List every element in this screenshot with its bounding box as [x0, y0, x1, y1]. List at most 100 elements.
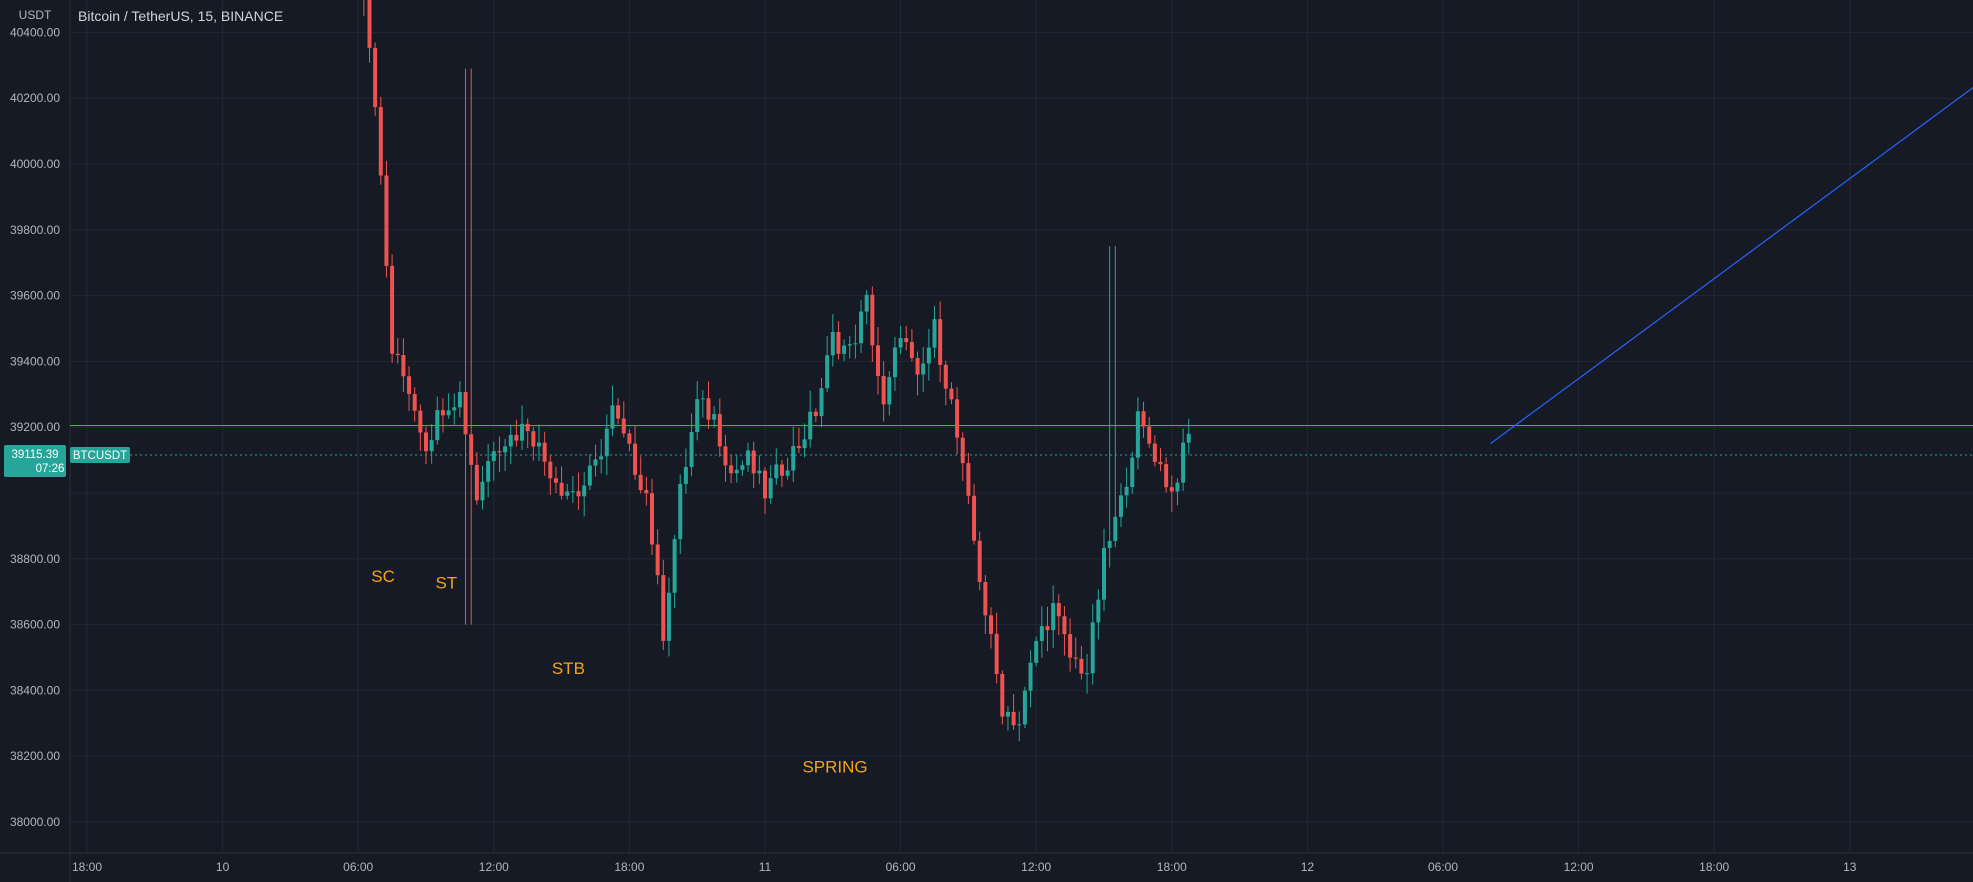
candle-body[interactable] — [683, 466, 688, 484]
candle-body[interactable] — [1158, 461, 1163, 465]
candle-body[interactable] — [418, 410, 423, 433]
candle-body[interactable] — [796, 445, 801, 449]
candle-body[interactable] — [378, 107, 383, 176]
candle-body[interactable] — [1073, 657, 1078, 659]
candle-body[interactable] — [808, 411, 813, 440]
candle-body[interactable] — [729, 465, 734, 474]
candle-body[interactable] — [548, 461, 553, 479]
candle-body[interactable] — [785, 470, 790, 476]
candle-body[interactable] — [1062, 616, 1067, 635]
candle-body[interactable] — [763, 470, 767, 499]
candle-body[interactable] — [599, 456, 604, 460]
candle-body[interactable] — [582, 485, 587, 497]
candle-body[interactable] — [847, 344, 852, 346]
candle-body[interactable] — [616, 405, 621, 419]
candle-body[interactable] — [915, 358, 920, 375]
candle-body[interactable] — [469, 434, 474, 465]
candle-body[interactable] — [746, 450, 751, 466]
candle-body[interactable] — [1113, 516, 1118, 541]
candle-body[interactable] — [977, 540, 982, 583]
candle-body[interactable] — [740, 465, 745, 470]
candle-body[interactable] — [446, 410, 451, 416]
candle-body[interactable] — [401, 355, 406, 377]
candle-body[interactable] — [830, 332, 835, 356]
candle-body[interactable] — [1181, 442, 1186, 483]
candle-body[interactable] — [491, 451, 496, 462]
candle-body[interactable] — [1011, 711, 1016, 726]
candle-body[interactable] — [1045, 626, 1050, 631]
candle-body[interactable] — [881, 375, 886, 405]
candle-body[interactable] — [542, 442, 547, 462]
candle-body[interactable] — [604, 428, 609, 457]
candle-body[interactable] — [1034, 640, 1039, 663]
candle-body[interactable] — [514, 434, 519, 441]
candle-body[interactable] — [1102, 547, 1106, 600]
candle-body[interactable] — [1079, 658, 1084, 674]
candle-body[interactable] — [559, 482, 564, 496]
candle-body[interactable] — [757, 470, 762, 474]
candle-body[interactable] — [537, 442, 541, 447]
candle-body[interactable] — [972, 495, 977, 541]
candle-body[interactable] — [633, 443, 638, 475]
candle-body[interactable] — [503, 446, 508, 453]
candle-body[interactable] — [480, 481, 485, 501]
candle-body[interactable] — [440, 410, 445, 416]
candle-body[interactable] — [943, 364, 948, 389]
candle-body[interactable] — [621, 418, 626, 434]
candle-body[interactable] — [955, 399, 960, 438]
candle-body[interactable] — [587, 465, 592, 486]
candle-body[interactable] — [576, 491, 581, 497]
candle-body[interactable] — [390, 265, 395, 354]
candle-body[interactable] — [853, 343, 858, 345]
candle-body[interactable] — [1096, 599, 1101, 623]
candle-body[interactable] — [966, 463, 971, 496]
candle-body[interactable] — [638, 474, 643, 491]
candle-body[interactable] — [909, 342, 914, 359]
candle-body[interactable] — [723, 446, 728, 466]
candle-body[interactable] — [717, 414, 722, 447]
candle-body[interactable] — [1085, 673, 1090, 675]
candle-body[interactable] — [938, 319, 943, 365]
candle-body[interactable] — [813, 411, 818, 417]
candle-body[interactable] — [1124, 486, 1129, 496]
candle-body[interactable] — [689, 432, 694, 467]
candle-body[interactable] — [768, 478, 773, 499]
candle-body[interactable] — [751, 450, 756, 474]
candle-body[interactable] — [1141, 411, 1146, 427]
candle-body[interactable] — [1175, 482, 1180, 492]
candle-body[interactable] — [825, 355, 830, 389]
candle-body[interactable] — [672, 539, 677, 593]
candle-body[interactable] — [904, 338, 909, 343]
candle-body[interactable] — [373, 47, 378, 108]
candle-body[interactable] — [864, 294, 869, 312]
candle-body[interactable] — [424, 432, 428, 452]
candle-body[interactable] — [525, 423, 530, 432]
candle-body[interactable] — [429, 440, 434, 452]
candle-body[interactable] — [1028, 662, 1033, 691]
candle-body[interactable] — [644, 490, 649, 494]
candle-body[interactable] — [1186, 433, 1191, 443]
candle-body[interactable] — [989, 615, 993, 634]
candle-body[interactable] — [553, 478, 558, 483]
candle-body[interactable] — [892, 347, 897, 378]
candle-body[interactable] — [1164, 464, 1169, 488]
candle-body[interactable] — [384, 175, 389, 266]
candle-body[interactable] — [1152, 443, 1157, 462]
candle-body[interactable] — [435, 410, 440, 441]
candle-body[interactable] — [898, 338, 903, 348]
trendline[interactable] — [1490, 75, 1973, 445]
candle-body[interactable] — [497, 451, 502, 453]
candle-body[interactable] — [1005, 711, 1010, 717]
candle-body[interactable] — [508, 434, 513, 447]
candle-body[interactable] — [932, 319, 937, 348]
candle-body[interactable] — [570, 491, 575, 493]
candle-body[interactable] — [712, 414, 717, 420]
candle-body[interactable] — [412, 394, 417, 411]
candle-body[interactable] — [395, 353, 400, 356]
candle-body[interactable] — [661, 575, 666, 641]
candle-body[interactable] — [700, 398, 705, 400]
candle-body[interactable] — [1169, 487, 1174, 492]
candle-body[interactable] — [779, 464, 784, 476]
